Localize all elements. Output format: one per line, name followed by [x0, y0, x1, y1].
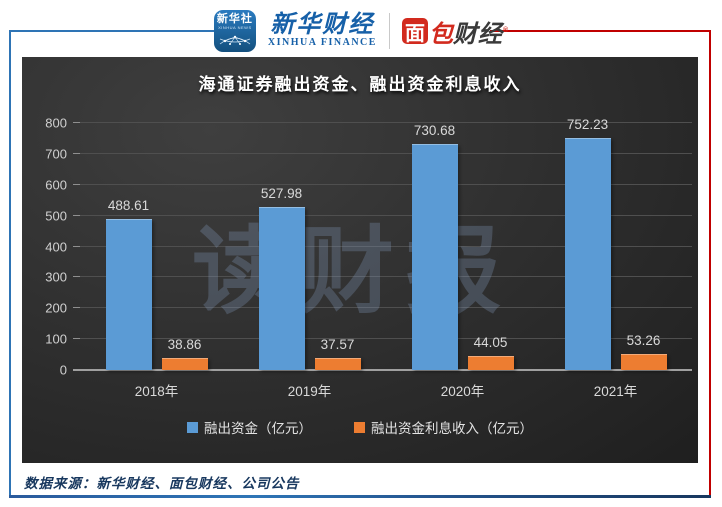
bar-wrap: 38.86 [161, 337, 208, 370]
x-axis-label: 2021年 [593, 384, 638, 399]
y-tick-label: 200 [45, 300, 67, 316]
frame-border-bottom [9, 495, 711, 498]
mianbao-logo-registered-mark: ® [502, 27, 509, 34]
legend-label: 融出资金（亿元） [204, 421, 312, 436]
header: 新华社 XINHUA NEWS 新华财经 XINHUA FINANCE 面 包 … [0, 6, 722, 56]
bar [564, 137, 611, 370]
plot-area: 0 100 200 300 400 500 600 700 800 488.61 38.86 527… [45, 116, 692, 378]
bar-wrap: 730.68 [411, 123, 458, 370]
bar-value-label: 488.61 [107, 198, 150, 214]
legend-item: 融出资金利息收入（亿元） [354, 417, 533, 437]
xinhua-finance-logo-cn: 新华财经 [270, 12, 375, 38]
frame-border-right [709, 30, 711, 497]
bar [620, 353, 667, 370]
legend-item: 融出资金（亿元） [187, 417, 312, 437]
bar-groups: 488.61 38.86 527.98 37.57 730.68 44.05 752.23 5… [80, 117, 692, 370]
x-axis-label: 2020年 [440, 384, 485, 399]
mianbao-logo-mian: 面 [401, 18, 428, 45]
chart-panel: 海通证券融出资金、融出资金利息收入 读财报 0 100 200 300 400 500 60… [22, 57, 698, 463]
y-tick-label: 300 [45, 269, 67, 285]
gridline [73, 152, 692, 154]
bar-wrap: 527.98 [258, 186, 305, 370]
bar-group: 730.68 44.05 [386, 123, 539, 370]
frame-border-top-red [490, 30, 711, 32]
y-tick-label: 0 [59, 362, 67, 378]
logo-divider [388, 13, 390, 49]
bar-group: 527.98 37.57 [233, 123, 386, 370]
bar-wrap: 53.26 [620, 333, 667, 370]
legend-swatch-icon [354, 421, 365, 433]
data-source-note: 数据来源：新华财经、面包财经、公司公告 [24, 476, 300, 491]
bar-wrap: 752.23 [564, 117, 611, 370]
x-axis-labels: 2018年 2019年 2020年 2021年 [80, 380, 692, 400]
bar [314, 358, 361, 370]
x-axis-line [73, 369, 692, 371]
legend: 融出资金（亿元） 融出资金利息收入（亿元） [22, 417, 698, 437]
xinhua-news-logo-cn: 新华社 [216, 13, 253, 25]
bar-value-label: 44.05 [473, 335, 508, 351]
chart-title: 海通证券融出资金、融出资金利息收入 [198, 75, 522, 94]
x-axis-label: 2018年 [134, 384, 179, 399]
xinhua-finance-logo: 新华财经 XINHUA FINANCE [268, 13, 377, 49]
bar-group: 752.23 53.26 [539, 117, 692, 370]
y-tick-label: 600 [45, 177, 67, 193]
mianbao-logo-bao: 包 [428, 20, 453, 48]
bar-value-label: 38.86 [167, 337, 202, 353]
bar-value-label: 37.57 [320, 337, 355, 353]
frame-border-left [9, 30, 11, 497]
y-tick-label: 500 [45, 208, 67, 224]
mianbao-finance-logo: 面 包 财经 ® [401, 14, 509, 49]
gridline [73, 245, 692, 247]
gridline [73, 307, 692, 309]
frame-border-top-blue [9, 30, 237, 32]
bar-value-label: 730.68 [413, 123, 456, 139]
mianbao-logo-caijing: 财经 [452, 20, 503, 48]
bar-wrap: 37.57 [314, 337, 361, 370]
y-tick-label: 700 [45, 146, 67, 162]
bar [161, 358, 208, 370]
gridline [73, 183, 692, 185]
bar-value-label: 527.98 [260, 186, 303, 201]
bar-wrap: 44.05 [467, 335, 514, 370]
bar [411, 144, 458, 370]
bar-wrap: 488.61 [105, 198, 152, 370]
legend-label: 融出资金利息收入（亿元） [371, 421, 533, 436]
gridline [73, 338, 692, 340]
bar-group: 488.61 38.86 [80, 123, 233, 370]
gridline [73, 214, 692, 216]
xinhua-finance-logo-en: XINHUA FINANCE [267, 37, 377, 48]
bar-value-label: 752.23 [566, 116, 609, 132]
xinhua-news-logo-icon: 新华社 XINHUA NEWS [213, 10, 256, 52]
xinhua-news-logo-en: XINHUA NEWS [218, 25, 252, 30]
x-axis-label: 2019年 [287, 384, 332, 399]
gridline [73, 276, 692, 278]
y-tick-label: 100 [45, 331, 67, 347]
bar [467, 356, 514, 370]
bar-value-label: 53.26 [626, 332, 661, 348]
gridline [73, 122, 692, 123]
globe-network-icon [219, 35, 251, 45]
legend-swatch-icon [187, 421, 198, 433]
bar [105, 219, 152, 370]
y-tick-label: 400 [45, 239, 67, 254]
bar [258, 207, 305, 370]
y-tick-label: 800 [45, 115, 67, 131]
